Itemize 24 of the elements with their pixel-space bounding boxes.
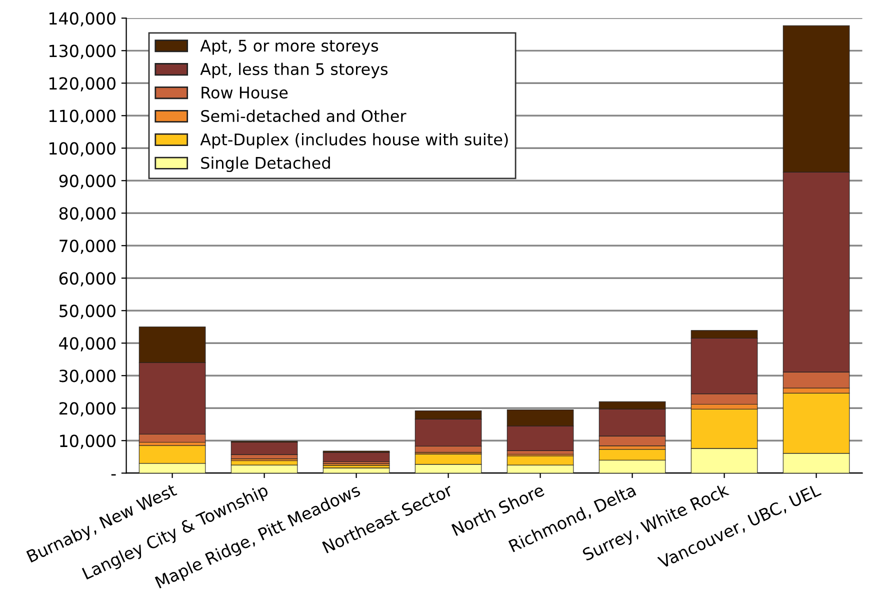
legend-label: Row House bbox=[202, 86, 288, 99]
y-tick-label: - bbox=[111, 474, 116, 476]
y-tick-label: 30,000 bbox=[60, 370, 116, 384]
y-tick-label: 110,000 bbox=[49, 110, 116, 124]
y-tick-label: 90,000 bbox=[59, 174, 116, 189]
legend-label: Single Detached bbox=[201, 156, 330, 172]
y-tick-label: 10,000 bbox=[60, 434, 116, 449]
bar bbox=[322, 468, 390, 474]
legend-label: Apt-Duplex (includes house with suite) bbox=[200, 133, 508, 149]
y-tick-label: 60,000 bbox=[59, 272, 116, 286]
y-tick-label: 130,000 bbox=[49, 44, 116, 59]
y-tick-label: 100,000 bbox=[49, 142, 116, 156]
y-tick-label: 20,000 bbox=[59, 402, 116, 416]
y-tick-label: 80,000 bbox=[59, 207, 116, 222]
y-tick-label: 140,000 bbox=[49, 12, 116, 26]
y-tick-label: 70,000 bbox=[60, 240, 116, 254]
y-tick-label: 120,000 bbox=[49, 77, 116, 92]
bar bbox=[230, 442, 298, 455]
legend-label: Semi-detached and Other bbox=[201, 110, 406, 122]
bar bbox=[322, 452, 390, 462]
legend-label: Apt, 5 or more storeys bbox=[200, 40, 378, 55]
y-tick-label: 50,000 bbox=[60, 304, 116, 319]
y-tick-label: 40,000 bbox=[59, 337, 116, 352]
legend-label: Apt, less than 5 storeys bbox=[200, 62, 388, 78]
